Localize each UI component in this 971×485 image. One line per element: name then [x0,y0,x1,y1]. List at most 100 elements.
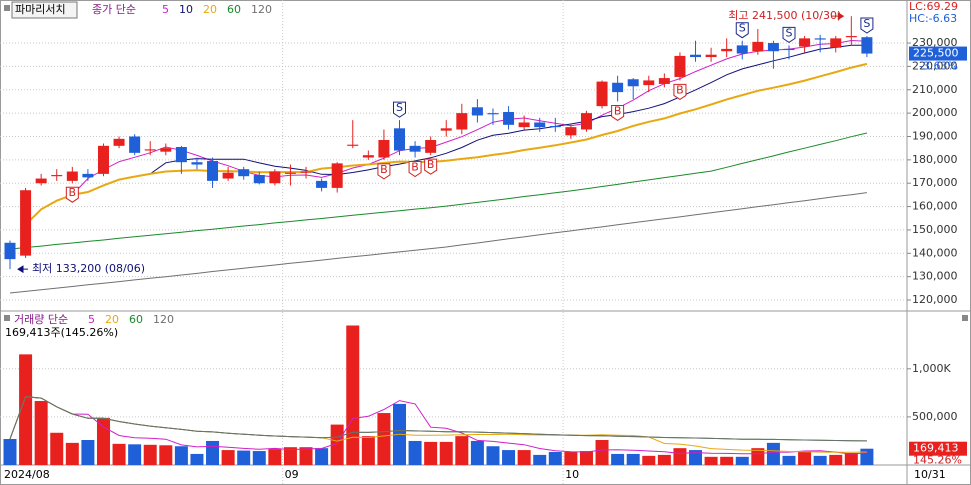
volume-bar [283,447,297,465]
volume-bar [751,448,765,465]
candle-body [627,79,639,87]
volume-bar [190,453,204,465]
y-tick-label: 140,000 [912,246,958,259]
candle-body [160,148,172,152]
volume-bar [720,456,734,465]
volume-bar [735,456,749,465]
y-tick-label: 220,000 [912,59,958,72]
y-tick-label: 130,000 [912,270,958,283]
candle-body [409,145,421,152]
candle-body [830,38,842,48]
volume-bar [689,450,703,465]
volume-bar [470,440,484,465]
candle-body [767,43,779,52]
volume-bar [19,354,33,465]
x-tick-label: 2024/08 [4,468,50,481]
legend-entry: 10 [179,3,193,16]
signal-marker [735,22,749,39]
candle-body [362,155,374,158]
candle-body [253,175,265,184]
volume-bar [424,441,438,465]
y-tick-label: 190,000 [912,129,958,142]
signal-marker [408,161,422,178]
candle-body [580,113,592,130]
candle-body [51,175,63,177]
volume-bar [408,440,422,465]
volume-label: 거래량 단순 [14,313,68,326]
volume-bar [642,455,656,465]
signal-marker [782,26,796,43]
volume-bar [206,440,220,465]
hc-label: HC:-6.63 [909,12,957,25]
volume-bar [159,445,173,465]
volume-bar [439,441,453,465]
volume-bar [548,452,562,465]
volume-bar [361,436,375,465]
volume-bar [455,436,469,465]
legend-entry: 120 [153,313,174,326]
y-tick-label: 160,000 [912,200,958,213]
volume-bar [626,453,640,465]
volume-ma-line [9,396,867,442]
signal-marker [393,101,406,118]
candle-body [35,178,47,184]
candle-body [783,48,795,51]
candle-body [799,38,811,47]
candle-body [440,128,452,131]
signal-marker [424,158,438,175]
candle-body [378,139,390,158]
volume-box [909,441,967,456]
candle-body [347,144,359,146]
signal-label: B [69,186,77,199]
low-arrow [17,265,28,274]
signal-label: S [739,22,746,35]
candle-body [471,107,483,116]
volume-bar [533,454,547,465]
legend-entry: 60 [129,313,143,326]
volume-bar [96,417,110,465]
ma-line [25,44,867,226]
candle-body [658,78,670,84]
y-tick-label: 150,000 [912,223,958,236]
candle-body [129,136,141,153]
signal-marker [673,83,687,101]
candle-body [66,171,78,181]
ma-line [24,62,868,226]
candle-body [721,48,733,52]
candle-body [97,145,109,174]
candle-body [612,82,624,93]
y-tick-label: 230,000 [912,36,958,49]
x-tick-label: 10 [565,468,579,481]
volume-bar [798,451,812,465]
y-tick-label: 120,000 [912,293,958,306]
volume-bar [595,439,609,465]
signal-label: S [396,101,403,114]
candle-body [394,128,405,151]
volume-ma-line [9,396,867,455]
candle-body [20,190,32,256]
high-note: 최고 241,500 (10/30) [728,9,841,22]
signal-label: B [676,83,684,96]
volume-bar [657,454,671,465]
y-tick-label: 170,000 [912,176,958,189]
candle-body [705,54,717,58]
candle-body [596,81,608,107]
last-volume: 169,413 [913,442,959,455]
volume-ratio: 145.26% [913,454,962,467]
signal-marker [65,186,79,203]
signal-label: S [786,26,793,39]
legend-entry: 60 [227,3,241,16]
last-price: 225,500 [913,47,959,60]
volume-bar [221,450,235,465]
ma-line [9,132,868,250]
signal-label: B [411,161,419,174]
candle-body [331,163,343,188]
candle-body [269,171,281,184]
lc-label: LC:69.29 [909,0,958,13]
chart-title: 파마리서치 [15,3,66,16]
volume-bar [112,443,126,465]
panel-icon [4,315,10,321]
panel-icon [4,5,10,11]
legend-entry: 5 [88,313,95,326]
